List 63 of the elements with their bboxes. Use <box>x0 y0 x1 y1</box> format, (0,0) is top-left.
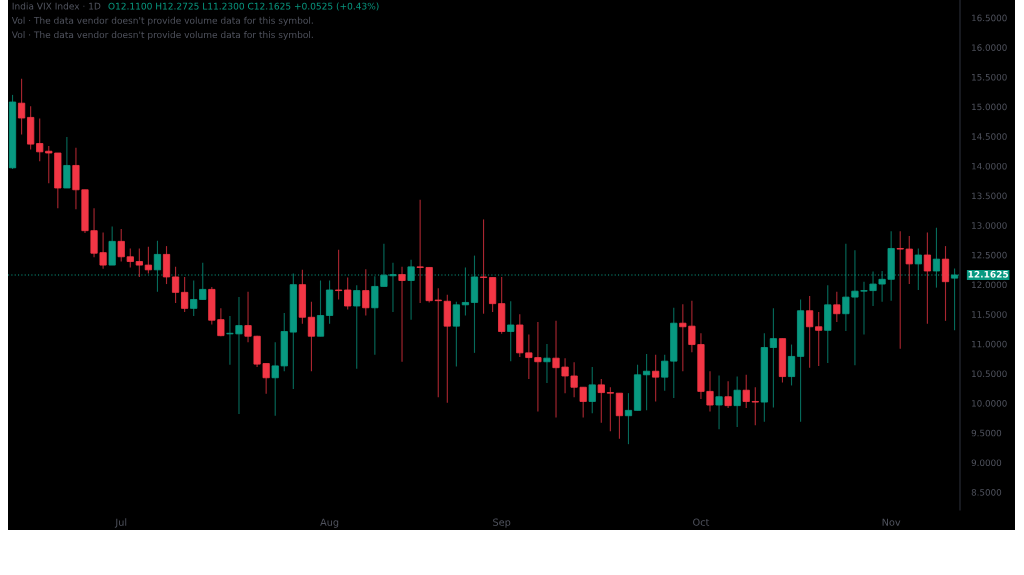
candlestick <box>597 378 605 424</box>
candlestick <box>615 392 624 440</box>
candlestick <box>307 301 316 372</box>
y-tick-label: 8.5000 <box>971 489 1002 496</box>
candlestick <box>769 307 777 408</box>
y-tick-label: 13.5000 <box>972 192 1007 200</box>
annotation: O12.1100 H12.2725 L11.2300 C12.1625 +0.0525 (+0.43%) <box>108 2 379 11</box>
y-tick-label: 11.5000 <box>972 311 1007 318</box>
annotation: Vol · The data vendor doesn't provide volume data for this symbol. <box>11 16 313 26</box>
candlestick <box>815 311 823 367</box>
x-tick-label: Sep <box>493 518 511 528</box>
y-tick-label: 14.0000 <box>972 162 1007 170</box>
ref-line-label: 12.1625 <box>968 270 1009 278</box>
candlestick <box>316 279 325 337</box>
candlestick <box>588 366 596 414</box>
candlestick <box>643 353 651 411</box>
candlestick <box>724 380 732 409</box>
candlestick <box>135 247 143 278</box>
candlestick <box>162 245 171 285</box>
x-tick-label: Jul <box>114 518 127 528</box>
candlestick <box>787 343 796 387</box>
y-tick-label: 12.0000 <box>972 281 1007 289</box>
candlestick <box>941 245 950 322</box>
candlestick <box>507 300 515 362</box>
y-tick-label: 11.0000 <box>972 340 1007 348</box>
candlestick <box>362 268 370 317</box>
annotation: Vol · The data vendor doesn't provide volume data for this symbol. <box>11 31 313 40</box>
candlestick <box>171 266 180 304</box>
x-tick-label: Nov <box>882 518 901 526</box>
x-tick-label: Oct <box>693 518 710 526</box>
y-tick-label: 12.5000 <box>972 251 1007 259</box>
y-tick-label: 10.5000 <box>972 370 1007 378</box>
y-tick-label: 14.5000 <box>972 133 1007 140</box>
y-tick-label: 13.0000 <box>972 222 1007 229</box>
candlestick <box>715 374 723 430</box>
candlestick <box>733 376 741 428</box>
y-tick-label: 10.0000 <box>972 400 1007 407</box>
y-tick-label: 15.0000 <box>972 103 1007 111</box>
x-tick-label: Aug <box>320 518 339 528</box>
candlestick <box>181 276 189 313</box>
candlestick <box>452 301 460 368</box>
y-tick-label: 15.5000 <box>972 73 1007 81</box>
candlestick <box>144 246 152 274</box>
y-tick-label: 16.0000 <box>972 44 1007 51</box>
candlestick <box>398 266 406 363</box>
candlestick <box>606 386 614 432</box>
candlestick <box>652 354 660 403</box>
candlestick <box>353 284 361 370</box>
y-tick-label: 9.0000 <box>971 459 1002 467</box>
candlestick <box>63 136 71 189</box>
candlestick <box>18 78 26 136</box>
y-tick-label: 16.5000 <box>972 14 1007 22</box>
candlestick <box>923 231 931 325</box>
y-tick-label: 9.5000 <box>971 429 1002 437</box>
candlestick <box>543 343 551 384</box>
candlestick <box>108 225 116 266</box>
candlestick <box>335 249 343 301</box>
candlestick <box>833 291 841 323</box>
candlestick <box>479 218 488 315</box>
candlestick <box>806 295 814 369</box>
chart-title: India VIX Index · 1D <box>12 2 101 10</box>
candlestick <box>344 276 352 311</box>
candlestick <box>624 392 633 445</box>
